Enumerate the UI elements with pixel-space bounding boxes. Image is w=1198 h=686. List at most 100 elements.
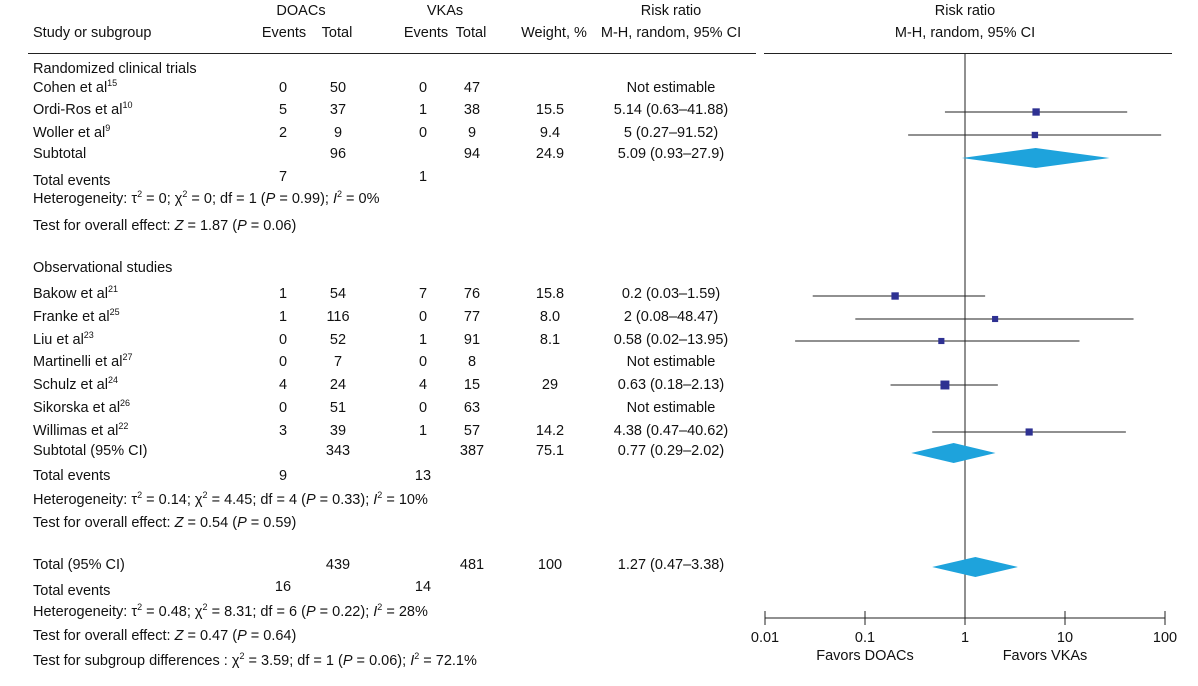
doacs-events: 0 bbox=[278, 332, 288, 348]
point-estimate-square bbox=[1032, 108, 1040, 116]
doacs-total: 50 bbox=[329, 80, 347, 96]
doacs-events: 1 bbox=[278, 286, 288, 302]
doacs-total: 24 bbox=[329, 377, 347, 393]
doacs-header: DOACs bbox=[276, 3, 326, 19]
study-name: Woller et al9 bbox=[33, 123, 111, 141]
study-name: Schulz et al24 bbox=[33, 375, 118, 393]
study-name: Bakow et al21 bbox=[33, 284, 118, 302]
study-name: Ordi-Ros et al10 bbox=[33, 100, 133, 118]
vkas-total: 9 bbox=[467, 125, 477, 141]
doacs-total: 37 bbox=[329, 102, 347, 118]
weight-header: Weight, % bbox=[521, 25, 587, 41]
overall-diamond bbox=[932, 557, 1018, 577]
vkas-events-total: 1 bbox=[418, 169, 428, 185]
doacs-events: 5 bbox=[278, 102, 288, 118]
x-tick-label: 100 bbox=[1153, 630, 1177, 646]
risk-ratio-ci: 0.2 (0.03–1.59) bbox=[621, 286, 721, 302]
doacs-events: 3 bbox=[278, 423, 288, 439]
point-estimate-square bbox=[1031, 131, 1039, 139]
study-name: Martinelli et al27 bbox=[33, 352, 133, 370]
subtotal-diamond bbox=[961, 148, 1110, 168]
weight: 15.5 bbox=[535, 102, 565, 118]
table-header-rule bbox=[28, 53, 756, 54]
doacs-events: 0 bbox=[278, 80, 288, 96]
risk-ratio-ci: 5 (0.27–91.52) bbox=[623, 125, 719, 141]
total-ci: 1.27 (0.47–3.38) bbox=[617, 557, 725, 573]
doacs-total: 51 bbox=[329, 400, 347, 416]
vkas-total: 8 bbox=[467, 354, 477, 370]
doacs-total-header: Total bbox=[321, 25, 353, 41]
total-events-label: Total events bbox=[33, 468, 111, 484]
study-name: Franke et al25 bbox=[33, 307, 120, 325]
risk-ratio-ci: 5.14 (0.63–41.88) bbox=[613, 102, 729, 118]
x-tick-label: 10 bbox=[1057, 630, 1073, 646]
group-title-rct: Randomized clinical trials bbox=[33, 61, 197, 77]
point-estimate-square bbox=[940, 380, 950, 390]
doacs-total: 39 bbox=[329, 423, 347, 439]
subtotal-label: Subtotal (95% CI) bbox=[33, 443, 148, 459]
risk-ratio-ci: 0.63 (0.18–2.13) bbox=[617, 377, 725, 393]
point-estimate-square bbox=[938, 337, 945, 345]
weight: 15.8 bbox=[535, 286, 565, 302]
vkas-subtotal: 387 bbox=[459, 443, 485, 459]
doacs-events-total: 9 bbox=[278, 468, 288, 484]
rr-column-title: Risk ratio bbox=[640, 3, 702, 19]
weight: 8.1 bbox=[539, 332, 561, 348]
vkas-total: 63 bbox=[463, 400, 481, 416]
vkas-events: 4 bbox=[418, 377, 428, 393]
weight: 9.4 bbox=[539, 125, 561, 141]
vkas-total: 76 bbox=[463, 286, 481, 302]
vkas-events: 0 bbox=[418, 354, 428, 370]
vkas-total: 38 bbox=[463, 102, 481, 118]
vkas-events-total: 13 bbox=[414, 468, 432, 484]
subtotal-diamond bbox=[911, 443, 996, 463]
x-tick-label: 0.1 bbox=[855, 630, 875, 646]
point-estimate-square bbox=[1025, 428, 1033, 436]
risk-ratio-ci: 0.58 (0.02–13.95) bbox=[613, 332, 729, 348]
doacs-total: 116 bbox=[326, 309, 350, 325]
vkas-total: 91 bbox=[463, 332, 481, 348]
heterogeneity-text: Heterogeneity: τ2 = 0.48; χ2 = 8.31; df … bbox=[33, 602, 428, 620]
overall-effect-text: Test for overall effect: Z = 0.47 (P = 0… bbox=[33, 628, 297, 644]
vkas-events-total: 14 bbox=[414, 579, 432, 595]
vkas-total: 15 bbox=[463, 377, 481, 393]
total-label: Total (95% CI) bbox=[33, 557, 125, 573]
risk-ratio-ci: Not estimable bbox=[626, 400, 716, 416]
doacs-events-total: 7 bbox=[278, 169, 288, 185]
study-name: Sikorska et al26 bbox=[33, 398, 131, 416]
total-events-label: Total events bbox=[33, 583, 111, 599]
x-tick-label: 1 bbox=[961, 630, 969, 646]
x-tick-label: 0.01 bbox=[751, 630, 779, 646]
vkas-total-header: Total bbox=[455, 25, 487, 41]
vkas-total: 77 bbox=[463, 309, 481, 325]
subgroup-differences-text: Test for subgroup differences : χ2 = 3.5… bbox=[33, 651, 477, 669]
doacs-events-total: 16 bbox=[274, 579, 292, 595]
plot-header-rule bbox=[764, 53, 1172, 54]
doacs-subtotal: 96 bbox=[329, 146, 347, 162]
total-weight: 100 bbox=[537, 557, 563, 573]
heterogeneity-text: Heterogeneity: τ2 = 0; χ2 = 0; df = 1 (P… bbox=[33, 189, 380, 207]
total-events-label: Total events bbox=[33, 173, 111, 189]
vkas-events: 0 bbox=[418, 125, 428, 141]
plot-title: Risk ratio bbox=[934, 3, 996, 19]
vkas-header: VKAs bbox=[426, 3, 464, 19]
subtotal-ci: 0.77 (0.29–2.02) bbox=[617, 443, 725, 459]
point-estimate-square bbox=[891, 292, 899, 300]
overall-effect-text: Test for overall effect: Z = 0.54 (P = 0… bbox=[33, 515, 297, 531]
favors-doacs-label: Favors DOACs bbox=[816, 648, 914, 664]
group-title-observational: Observational studies bbox=[33, 260, 173, 276]
subtotal-weight: 75.1 bbox=[535, 443, 565, 459]
risk-ratio-ci: 2 (0.08–48.47) bbox=[623, 309, 719, 325]
plot-method-header: M-H, random, 95% CI bbox=[894, 25, 1036, 41]
vkas-events-header: Events bbox=[403, 25, 449, 41]
rr-method-header: M-H, random, 95% CI bbox=[600, 25, 742, 41]
favors-vkas-label: Favors VKAs bbox=[1003, 648, 1088, 664]
subtotal-label: Subtotal bbox=[33, 146, 87, 162]
vkas-events: 0 bbox=[418, 400, 428, 416]
heterogeneity-text: Heterogeneity: τ2 = 0.14; χ2 = 4.45; df … bbox=[33, 490, 428, 508]
doacs-total: 9 bbox=[333, 125, 343, 141]
vkas-events: 1 bbox=[418, 423, 428, 439]
risk-ratio-ci: Not estimable bbox=[626, 80, 716, 96]
vkas-subtotal: 94 bbox=[463, 146, 481, 162]
weight: 29 bbox=[541, 377, 559, 393]
